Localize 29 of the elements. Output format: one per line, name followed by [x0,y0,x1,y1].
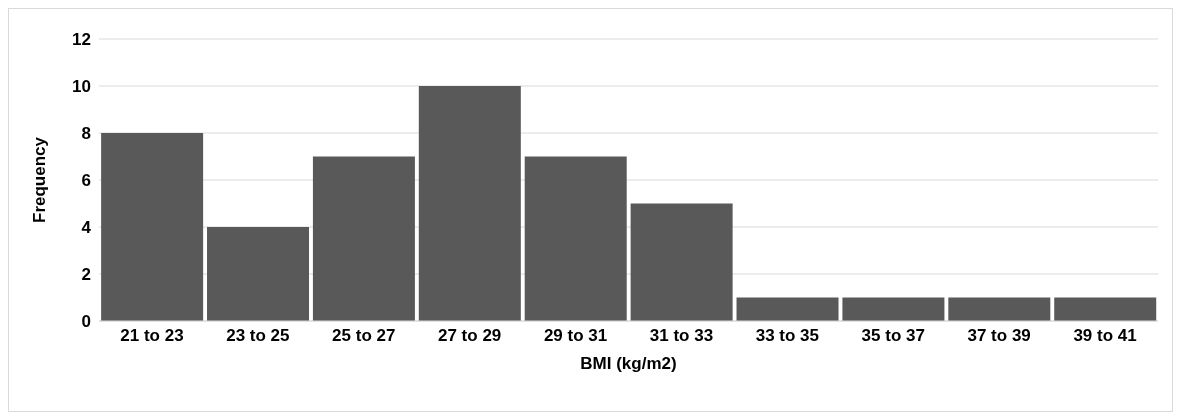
x-tick-label: 39 to 41 [1073,326,1137,346]
bar [842,297,945,321]
bar [207,227,310,321]
x-tick-label: 25 to 27 [332,326,396,346]
x-tick-label: 29 to 31 [543,326,608,346]
bar [948,297,1051,321]
y-tick-label: 10 [72,77,91,97]
x-tick-label: 33 to 35 [755,326,820,346]
x-axis-title: BMI (kg/m2) [580,354,677,373]
y-tick-label: 2 [81,265,91,285]
x-tick-label: 23 to 25 [226,326,290,346]
y-tick-label: 12 [72,30,91,50]
x-tick-label: 35 to 37 [861,326,925,346]
y-tick-label: 4 [81,218,92,238]
x-tick-label: 27 to 29 [437,326,502,346]
bar [1054,297,1157,321]
bar [101,133,204,321]
y-tick-label: 6 [81,171,91,191]
bar [312,156,415,321]
bar [630,203,733,321]
y-axis-title: Frequency [30,136,50,223]
bar [736,297,839,321]
x-tick-label: 31 to 33 [649,326,714,346]
x-tick-label: 37 to 39 [967,326,1031,346]
bar [418,86,521,321]
x-tick-label: 21 to 23 [120,326,184,346]
bar [524,156,627,321]
y-tick-label: 0 [81,312,91,332]
y-tick-label: 8 [81,124,91,144]
